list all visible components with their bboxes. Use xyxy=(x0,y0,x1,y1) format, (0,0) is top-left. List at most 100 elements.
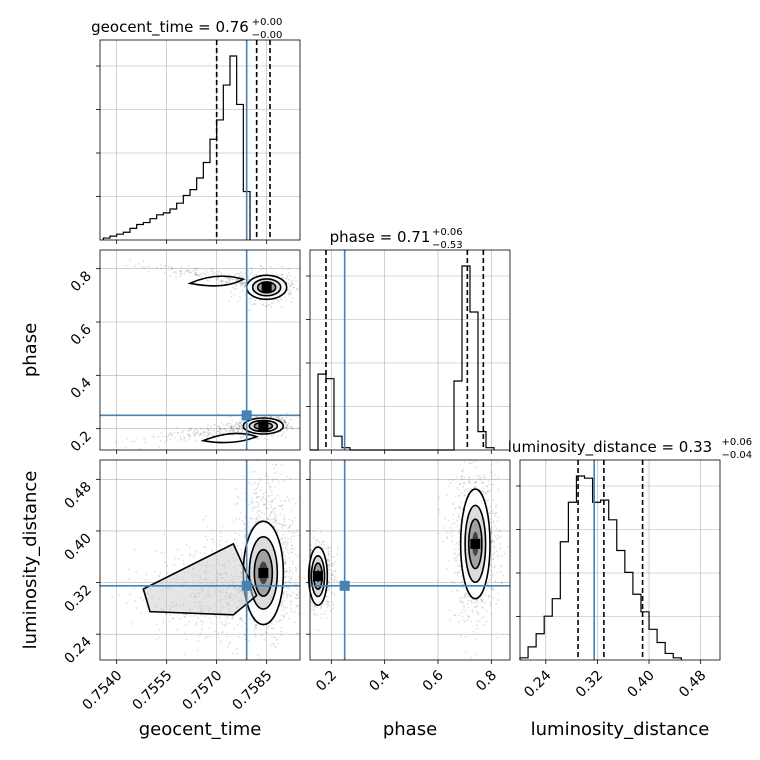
scatter-point xyxy=(252,522,255,525)
scatter-point xyxy=(303,554,305,556)
scatter-point xyxy=(166,564,169,567)
scatter-point xyxy=(279,500,282,503)
scatter-point xyxy=(163,271,166,274)
scatter-point xyxy=(240,424,243,427)
scatter-point xyxy=(222,428,225,431)
scatter-point xyxy=(301,567,303,569)
scatter-point xyxy=(475,460,478,463)
scatter-point xyxy=(238,421,241,424)
scatter-point xyxy=(225,429,228,432)
scatter-point xyxy=(176,548,179,551)
scatter-point xyxy=(495,537,498,540)
scatter-point xyxy=(195,623,198,626)
scatter-point xyxy=(244,285,246,288)
scatter-point xyxy=(218,433,220,435)
scatter-point xyxy=(227,425,230,428)
scatter-point xyxy=(281,265,283,268)
title-sub: −0.53 xyxy=(432,240,463,251)
hist-steps xyxy=(310,265,495,451)
scatter-point xyxy=(286,543,289,546)
scatter-point xyxy=(461,478,464,481)
scatter-point xyxy=(231,278,234,281)
scatter-point xyxy=(159,264,162,266)
scatter-point xyxy=(265,632,268,635)
scatter-point xyxy=(284,421,287,424)
scatter-point xyxy=(492,597,495,600)
scatter-point xyxy=(307,594,309,596)
scatter-point xyxy=(179,275,181,278)
scatter-point xyxy=(470,656,473,659)
scatter-point xyxy=(282,534,285,536)
scatter-point xyxy=(285,277,288,280)
y-tick-label: 0.8 xyxy=(68,268,95,295)
scatter-point xyxy=(274,520,277,523)
scatter-point xyxy=(241,424,243,427)
scatter-point xyxy=(485,610,488,613)
scatter-point xyxy=(228,622,231,625)
scatter-point xyxy=(264,503,266,506)
scatter-point xyxy=(194,272,197,275)
scatter-point xyxy=(279,505,282,508)
scatter-point xyxy=(265,491,267,494)
scatter-point xyxy=(257,437,260,440)
scatter-point xyxy=(192,432,194,434)
scatter-point xyxy=(475,450,477,452)
scatter-point xyxy=(302,289,304,291)
scatter-point xyxy=(210,270,213,273)
scatter-point xyxy=(295,605,298,608)
scatter-point xyxy=(274,497,276,500)
scatter-point xyxy=(230,428,233,431)
panel-frame xyxy=(309,459,511,661)
scatter-point xyxy=(493,498,495,501)
scatter-point xyxy=(228,642,231,645)
scatter-point xyxy=(190,428,192,431)
scatter-point xyxy=(133,440,136,443)
scatter-point xyxy=(327,601,330,604)
scatter-point xyxy=(175,276,178,279)
scatter-point xyxy=(242,281,245,284)
scatter-point xyxy=(284,562,287,565)
scatter-point xyxy=(211,537,214,540)
scatter-point xyxy=(334,577,336,580)
scatter-point xyxy=(330,591,333,594)
scatter-point xyxy=(216,273,219,276)
truth-marker xyxy=(241,580,252,591)
scatter-point xyxy=(461,580,464,583)
scatter-point xyxy=(457,570,460,573)
scatter-point xyxy=(438,513,441,516)
scatter-point xyxy=(275,478,278,481)
scatter-point xyxy=(242,475,245,478)
scatter-point xyxy=(200,614,203,617)
scatter-point xyxy=(490,540,493,543)
scatter-point xyxy=(305,290,307,292)
scatter-point xyxy=(458,506,461,509)
scatter-point xyxy=(326,559,329,562)
scatter-point xyxy=(457,488,460,491)
scatter-point xyxy=(494,506,497,509)
scatter-point xyxy=(329,547,332,549)
scatter-point xyxy=(219,539,222,542)
scatter-point xyxy=(481,606,484,609)
scatter-point xyxy=(283,613,286,616)
scatter-point xyxy=(285,597,288,600)
scatter-point xyxy=(291,522,294,525)
scatter-point xyxy=(180,273,183,275)
scatter-point xyxy=(333,591,335,594)
scatter-point xyxy=(255,501,258,504)
scatter-point xyxy=(159,571,162,574)
scatter-point xyxy=(244,284,246,287)
scatter-point xyxy=(243,522,246,525)
scatter-point xyxy=(193,430,196,433)
scatter-point xyxy=(147,578,149,581)
scatter-point xyxy=(280,306,283,309)
scatter-point xyxy=(496,534,499,537)
scatter-point xyxy=(235,422,238,425)
scatter-point xyxy=(232,287,235,289)
scatter-point xyxy=(277,299,280,302)
scatter-point xyxy=(446,493,448,496)
scatter-point xyxy=(288,617,290,620)
scatter-point xyxy=(207,427,209,430)
scatter-point xyxy=(254,624,257,627)
scatter-point xyxy=(488,510,491,513)
scatter-point xyxy=(187,269,189,272)
